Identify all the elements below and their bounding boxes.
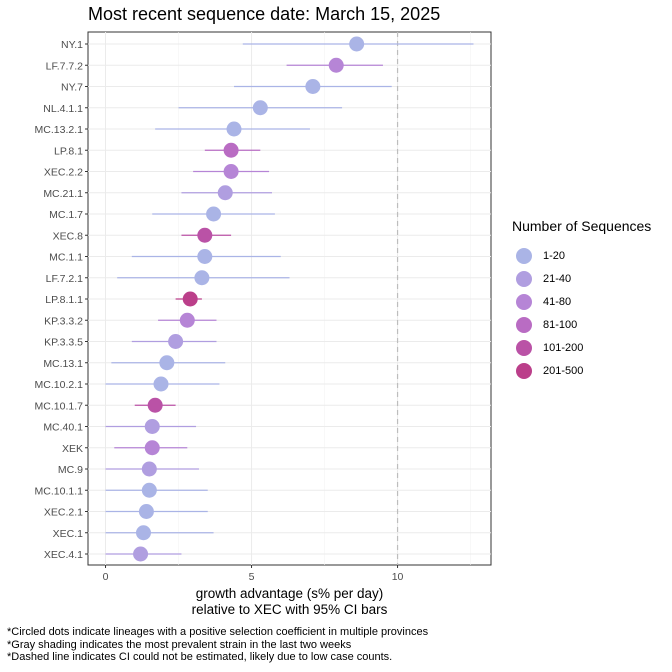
legend-key [516, 270, 532, 287]
data-point [144, 440, 160, 456]
y-tick-label: KP.3.3.2 [44, 315, 83, 327]
footnote: *Circled dots indicate lineages with a p… [7, 626, 429, 638]
data-point [223, 164, 239, 179]
data-point [141, 461, 157, 477]
y-tick-label: NY.7 [61, 82, 83, 94]
data-point [147, 397, 163, 413]
legend-key [516, 293, 532, 310]
legend-key [516, 339, 532, 356]
x-tick-label: 10 [392, 571, 404, 583]
x-tick-label: 0 [103, 571, 109, 583]
x-axis-label: growth advantage (s% per day) relative t… [88, 586, 491, 618]
y-tick-label: XEK [62, 443, 83, 455]
data-point [349, 36, 365, 52]
legend-label: 21-40 [543, 272, 572, 285]
y-tick-label: NY.1 [61, 39, 83, 51]
legend-entry: 81-100 [512, 313, 651, 336]
legend-entry: 41-80 [512, 290, 651, 313]
legend-key [516, 362, 532, 379]
x-axis-ticks: 0 5 10 [103, 565, 404, 583]
y-tick-label: XEC.8 [53, 230, 84, 242]
y-tick-label: MC.13.1 [43, 358, 83, 370]
y-tick-label: XEC.2.1 [44, 507, 83, 519]
y-tick-label: XEC.1 [53, 528, 84, 540]
legend-label: 201-500 [543, 364, 584, 377]
data-point [168, 334, 184, 349]
data-point [153, 376, 169, 392]
footnotes: *Circled dots indicate lineages with a p… [7, 626, 428, 664]
legend-key [516, 247, 532, 264]
data-point [144, 419, 160, 434]
legend-label: 41-80 [543, 295, 572, 308]
y-tick-label: LP.8.1 [54, 145, 83, 157]
legend-label: 81-100 [543, 318, 578, 331]
data-point [328, 57, 344, 73]
y-tick-label: MC.1.1 [49, 252, 83, 264]
points [133, 36, 365, 562]
footnote: *Gray shading indicates the most prevale… [7, 638, 352, 651]
footnote: *Dashed line indicates CI could not be e… [7, 651, 393, 663]
data-point [179, 312, 195, 328]
legend-entry: 101-200 [512, 336, 651, 359]
data-point [182, 291, 198, 307]
data-point [194, 270, 210, 286]
chart-title: Most recent sequence date: March 15, 202… [88, 4, 441, 24]
data-point [252, 100, 268, 116]
data-point [197, 249, 213, 264]
legend-label: 101-200 [543, 341, 584, 354]
legend-label: 1-20 [543, 249, 566, 262]
y-tick-label: KP.3.3.5 [44, 337, 83, 349]
data-point [135, 525, 151, 541]
legend-entry: 201-500 [512, 359, 651, 382]
data-point [159, 355, 175, 371]
y-tick-label: MC.10.1.1 [35, 485, 84, 497]
legend-key [516, 316, 532, 333]
y-tick-label: MC.1.7 [49, 209, 83, 221]
y-tick-label: MC.10.2.1 [35, 379, 84, 391]
y-tick-label: MC.21.1 [43, 188, 83, 200]
y-axis-ticks: NY.1 LF.7.7.2 NY.7 NL.4.1.1 MC.13.2.1 LP.8.1 X… [35, 39, 88, 561]
y-tick-label: MC.9 [58, 464, 83, 476]
y-tick-label: MC.10.1.7 [35, 400, 84, 412]
data-point [226, 121, 242, 137]
y-tick-label: NL.4.1.1 [43, 103, 83, 115]
legend-title: Number of Sequences [512, 218, 652, 234]
y-tick-label: XEC.4.1 [44, 549, 83, 561]
y-tick-label: MC.40.1 [43, 422, 83, 434]
data-point [217, 185, 233, 201]
legend: Number of Sequences 1-20 21-40 41-80 81-100… [512, 218, 651, 382]
legend-entries: 1-20 21-40 41-80 81-100 101-200 201-500 [512, 244, 651, 382]
x-axis-label-line1: growth advantage (s% per day) [195, 586, 384, 601]
data-point [133, 546, 149, 562]
y-tick-label: MC.13.2.1 [35, 124, 84, 136]
data-point [223, 142, 239, 158]
data-point [206, 206, 222, 222]
y-tick-label: LP.8.1.1 [45, 294, 83, 306]
y-tick-label: XEC.2.2 [44, 167, 83, 179]
legend-entry: 21-40 [512, 267, 651, 290]
x-axis-label-line2: relative to XEC with 95% CI bars [191, 602, 388, 617]
data-point [197, 227, 213, 243]
data-point [138, 504, 154, 519]
x-tick-label: 5 [249, 571, 255, 583]
y-tick-label: LF.7.7.2 [46, 60, 84, 72]
data-point [141, 482, 157, 498]
data-point [305, 79, 321, 94]
y-tick-label: LF.7.2.1 [46, 273, 84, 285]
legend-entry: 1-20 [512, 244, 651, 267]
